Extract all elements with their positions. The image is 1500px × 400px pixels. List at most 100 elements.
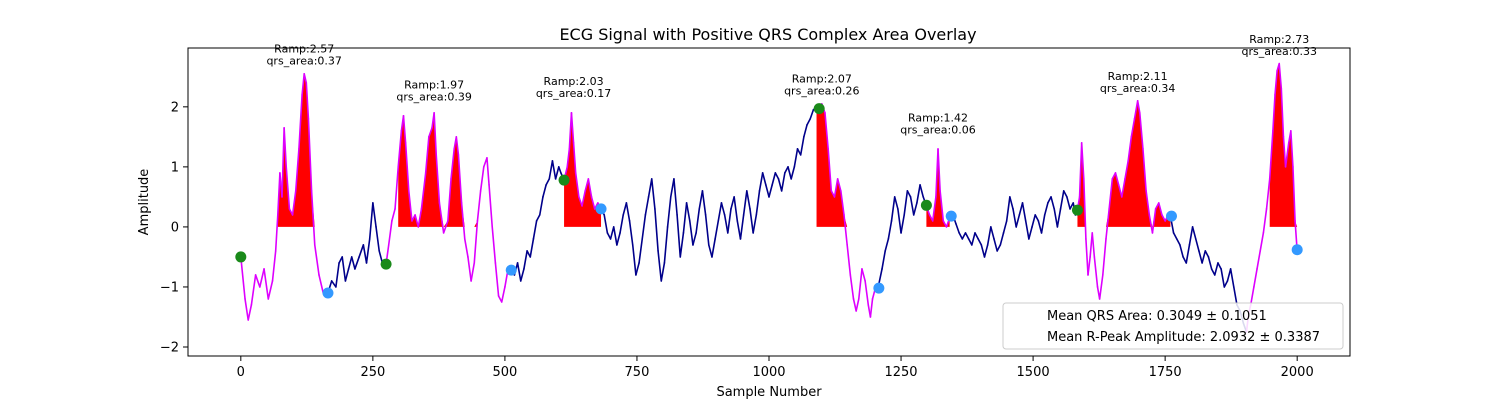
ecg-signal-segment: [622, 202, 628, 216]
ecg-signal-segment: [1284, 142, 1290, 168]
legend-box: [1002, 302, 1344, 350]
ecg-signal-segment: [330, 280, 337, 288]
ecg-signal-segment: [660, 262, 666, 282]
x-tick-label: 750: [625, 365, 650, 380]
ecg-signal-segment: [1102, 238, 1107, 276]
ecg-signal-segment: [717, 202, 723, 222]
ecg-signal-segment: [619, 214, 625, 234]
legend-entry-mean-qrs-area: Mean QRS Area: 0.3049 ± 0.1051: [1047, 309, 1267, 324]
ecg-signal-segment: [793, 148, 799, 168]
qrs-offset-marker-5: [945, 210, 957, 222]
ecg-signal-segment: [1066, 196, 1071, 210]
ecg-signal-segment: [1124, 160, 1129, 180]
ecg-signal-segment: [612, 226, 618, 246]
qrs-offset-marker-3: [595, 203, 607, 215]
qrs-offset-marker-1: [322, 287, 334, 299]
ecg-signal-segment: [881, 250, 887, 270]
ecg-signal-segment: [313, 244, 320, 276]
ecg-signal-segment: [833, 178, 839, 198]
ecg-signal-segment: [761, 172, 767, 186]
ecg-signal-segment: [372, 202, 377, 228]
ecg-signal-segment: [1024, 220, 1030, 240]
ecg-signal-segment: [362, 244, 368, 264]
y-tick-label: −2: [160, 340, 179, 355]
ecg-signal-segment: [267, 280, 274, 300]
ecg-signal-segment: [1282, 136, 1287, 168]
ecg-signal-segment: [305, 82, 310, 120]
ecg-signal-segment: [542, 184, 547, 198]
ecg-signal-segment: [771, 172, 777, 186]
ecg-signal-segment: [1053, 208, 1059, 228]
ecg-signal-segment: [1117, 184, 1123, 198]
ecg-signal-segment: [780, 172, 786, 192]
ecg-signal-segment: [746, 190, 751, 210]
ecg-signal-segment: [281, 127, 285, 198]
ecg-signal-segment: [344, 268, 350, 282]
ecg-signal-segment: [799, 136, 805, 156]
qrs-area-fill-1: [277, 73, 315, 227]
ecg-signal-segment: [806, 118, 811, 126]
ecg-signal-segment: [654, 208, 659, 252]
ecg-signal-segment: [701, 190, 707, 216]
ecg-signal-segment: [1050, 196, 1056, 210]
ecg-signal-segment: [455, 136, 460, 156]
ecg-signal-segment: [488, 184, 494, 228]
ecg-signal-segment: [476, 190, 482, 222]
ecg-signal-segment: [538, 196, 544, 216]
ecg-signal-segment: [666, 196, 672, 228]
ecg-signal-segment: [1082, 178, 1087, 240]
ecg-signal-segment: [1229, 268, 1235, 288]
ecg-signal-segment: [1280, 88, 1285, 138]
ecg-signal-segment: [1142, 148, 1147, 192]
y-tick-label: 0: [171, 220, 179, 235]
ecg-signal-segment: [711, 238, 716, 258]
ecg-signal-segment: [887, 220, 893, 240]
ecg-signal-segment: [685, 202, 691, 222]
ecg-signal-segment: [247, 304, 253, 321]
ecg-signal-segment: [625, 202, 631, 222]
ecg-signal-segment: [827, 148, 833, 192]
qrs-area-fill-3: [564, 112, 602, 227]
qrs-area-label-6: qrs_area:0.34: [1100, 82, 1175, 95]
ecg-signal-segment: [1005, 196, 1011, 222]
ecg-signal-segment: [1274, 70, 1278, 96]
ecg-signal-segment: [1233, 286, 1238, 306]
ecg-signal-segment: [890, 196, 896, 222]
ecg-signal-segment: [417, 208, 423, 228]
ecg-signal-segment: [479, 166, 485, 192]
ecg-signal-segment: [581, 190, 586, 207]
ecg-signal-segment: [912, 202, 918, 216]
ecg-signal-segment: [688, 220, 694, 246]
ecg-signal-segment: [752, 214, 758, 234]
ecg-signal-segment: [983, 244, 989, 258]
x-axis-label: Sample Number: [716, 385, 822, 400]
ecg-signal-segment: [1151, 208, 1157, 234]
ecg-signal-segment: [852, 298, 857, 312]
ecg-signal-segment: [250, 274, 257, 306]
ecg-signal-segment: [749, 208, 754, 234]
ecg-signal-segment: [1028, 226, 1033, 240]
ecg-signal-segment: [774, 172, 780, 180]
ecg-signal-segment: [980, 244, 986, 258]
ecg-signal-segment: [996, 244, 1002, 252]
ecg-signal-segment: [274, 214, 279, 252]
y-tick-label: −1: [160, 280, 179, 295]
ecg-signal-segment: [1268, 130, 1274, 180]
ecg-signal-segment: [1172, 232, 1178, 240]
ecg-signal-segment: [244, 298, 250, 321]
ecg-signal-segment: [365, 238, 371, 264]
ecg-signal-segment: [635, 262, 640, 276]
r-peak-amplitude-label-3: Ramp:2.03: [544, 75, 604, 88]
ecg-signal-segment: [310, 190, 316, 246]
ecg-signal-segment: [1056, 208, 1062, 228]
ecg-signal-segment: [420, 172, 427, 210]
ecg-signal-segment: [1220, 268, 1226, 288]
ecg-signal-segment: [523, 250, 528, 270]
ecg-signal-segment: [647, 178, 653, 198]
ecg-signal-segment: [450, 148, 456, 180]
ecg-signal-segment: [407, 190, 413, 222]
ecg-signal-segment: [1138, 112, 1144, 150]
ecg-signal-segment: [676, 214, 682, 258]
qrs-area-label-4: qrs_area:0.26: [784, 85, 859, 98]
